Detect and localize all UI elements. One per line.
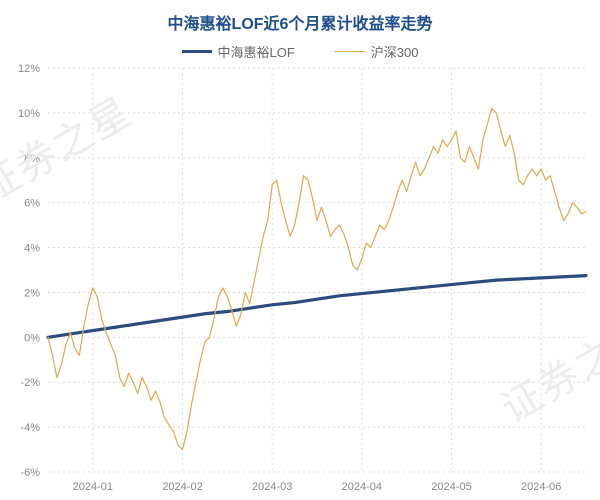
svg-text:12%: 12% [18,63,40,75]
svg-text:6%: 6% [24,198,40,210]
svg-text:2024-06: 2024-06 [521,481,561,493]
svg-text:4%: 4% [24,243,40,255]
svg-text:2024-04: 2024-04 [342,481,382,493]
svg-text:10%: 10% [18,108,40,120]
svg-text:-6%: -6% [20,467,40,479]
svg-text:2%: 2% [24,287,40,299]
svg-text:8%: 8% [24,153,40,165]
svg-text:-4%: -4% [20,422,40,434]
chart-title: 中海惠裕LOF近6个月累计收益率走势 [0,0,600,34]
legend-swatch-1 [335,51,365,52]
chart-svg: -6% -4% -2% 0% 2% 4% 6% 8% 10% 12% 2024-01 2024-02 2… [0,58,600,500]
svg-text:-2%: -2% [20,377,40,389]
legend-swatch-0 [182,50,212,53]
svg-text:0%: 0% [24,332,40,344]
svg-text:2024-02: 2024-02 [162,481,202,493]
svg-text:2024-03: 2024-03 [252,481,292,493]
svg-text:2024-01: 2024-01 [73,481,113,493]
chart-area: 证券之星 证券之星 -6%-4%-2%0%2%4%6%8%10%12%2024-… [0,58,600,500]
svg-text:2024-05: 2024-05 [431,481,471,493]
